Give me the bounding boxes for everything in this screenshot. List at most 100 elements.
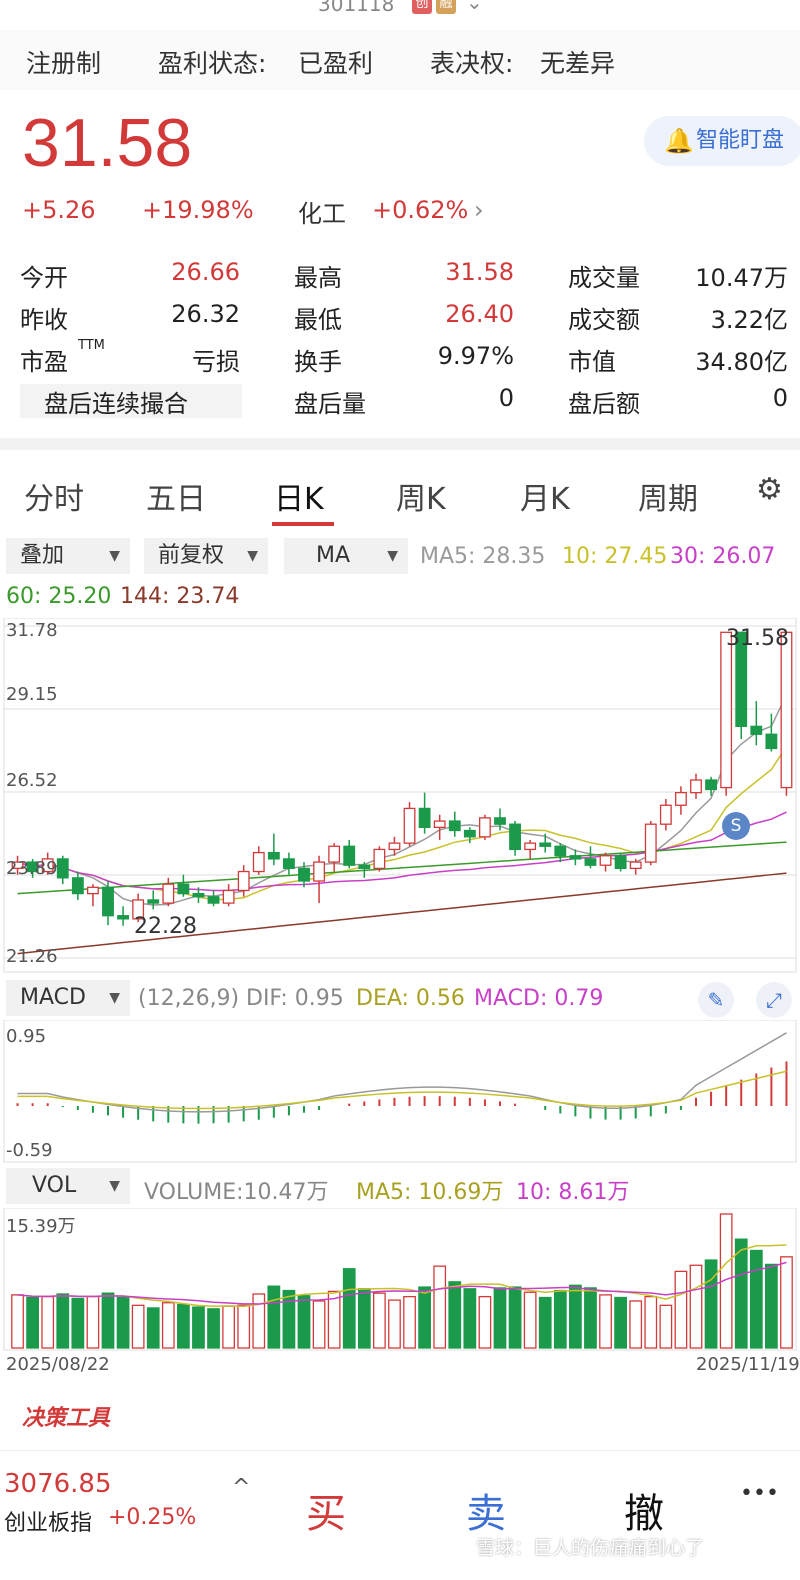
index-name[interactable]: 创业板指 bbox=[4, 1511, 93, 1536]
candle-body bbox=[750, 725, 763, 735]
candle-body bbox=[599, 855, 612, 866]
cancel-order-button[interactable]: 撤 bbox=[624, 1491, 664, 1537]
candle-body bbox=[418, 807, 431, 828]
sell-button[interactable]: 卖 bbox=[466, 1491, 506, 1537]
stat-value: 0 bbox=[498, 384, 514, 412]
price-change: +5.26 bbox=[22, 196, 96, 224]
candle-body bbox=[56, 858, 69, 879]
macd-select[interactable]: MACD ▼ bbox=[6, 980, 130, 1016]
stat-label: 最高 bbox=[294, 264, 342, 292]
dropdown-arrow-icon: ▼ bbox=[109, 548, 120, 564]
candle-body bbox=[298, 867, 310, 882]
stat-value: 亏损 bbox=[192, 348, 240, 376]
stat-value: 34.80亿 bbox=[695, 348, 788, 376]
volume-bar bbox=[765, 1263, 778, 1349]
vol-ma5-line bbox=[17, 1244, 787, 1308]
indicator-select[interactable]: MA ▼ bbox=[284, 538, 408, 574]
tab-intraday[interactable]: 分时 bbox=[24, 482, 84, 517]
volume-bar bbox=[71, 1297, 85, 1349]
tab-daily-k[interactable]: 日K bbox=[274, 482, 324, 517]
bottom-toolbar: 3076.85 创业板指 +0.25% ^ 买 卖 撤 ••• 雪球：巨人的伤痛… bbox=[0, 1450, 800, 1580]
tab-five-day[interactable]: 五日 bbox=[146, 482, 206, 517]
candlestick-chart[interactable] bbox=[0, 618, 800, 978]
candle-body bbox=[267, 851, 280, 860]
bell-icon: 🔔 bbox=[664, 127, 694, 155]
overlay-select[interactable]: 叠加 ▼ bbox=[6, 538, 130, 574]
start-date: 2025/08/22 bbox=[6, 1354, 110, 1375]
volume-value: VOLUME:10.47万 bbox=[144, 1180, 329, 1205]
buy-button[interactable]: 买 bbox=[306, 1491, 346, 1537]
volume-bar bbox=[282, 1289, 296, 1349]
ma60-value: 60: 25.20 bbox=[6, 584, 112, 609]
ma144-line bbox=[17, 872, 787, 955]
volume-bar bbox=[327, 1290, 341, 1349]
stat-label: 今开 bbox=[20, 264, 68, 292]
tab-period[interactable]: 周期 bbox=[638, 482, 698, 517]
volume-bar bbox=[177, 1303, 190, 1349]
edit-icon[interactable]: ✎ bbox=[698, 982, 734, 1018]
volume-bar bbox=[734, 1238, 748, 1349]
volume-bar bbox=[780, 1256, 793, 1349]
more-icon[interactable]: ••• bbox=[740, 1481, 779, 1506]
chevron-right-icon[interactable]: › bbox=[474, 196, 484, 224]
candle-body bbox=[388, 842, 401, 851]
candle-body bbox=[102, 886, 114, 917]
k-axis-4: 23.89 bbox=[6, 858, 58, 879]
volume-bar bbox=[584, 1287, 597, 1349]
sector-name[interactable]: 化工 bbox=[298, 200, 346, 228]
macd-axis-top: 0.95 bbox=[6, 1026, 47, 1047]
active-tab-indicator bbox=[272, 522, 334, 526]
candle-body bbox=[252, 851, 265, 873]
volume-bar bbox=[297, 1295, 311, 1349]
stat-value: 26.66 bbox=[171, 258, 240, 286]
sector-pct[interactable]: +0.62% bbox=[372, 196, 469, 224]
smart-watch-button[interactable]: 🔔 智能盯盘 bbox=[644, 116, 800, 166]
candle-body bbox=[117, 915, 130, 920]
volume-bar bbox=[222, 1305, 235, 1349]
chevron-down-icon[interactable]: ⌄ bbox=[466, 0, 483, 14]
volume-bar bbox=[538, 1296, 552, 1349]
overlay-select-label: 叠加 bbox=[20, 543, 65, 568]
volume-bar bbox=[523, 1291, 537, 1349]
chart-frame bbox=[3, 1020, 797, 1163]
gem-tag: 创 bbox=[412, 0, 432, 14]
volume-chart bbox=[3, 1208, 797, 1351]
k-axis-bottom: 21.26 bbox=[6, 946, 58, 967]
candle-body bbox=[162, 883, 175, 904]
k-axis-top: 31.78 bbox=[6, 620, 58, 641]
after-hours-label-bg bbox=[20, 384, 242, 418]
candle-body bbox=[177, 883, 190, 895]
candle-body bbox=[26, 861, 39, 873]
vol-ma10-value: 10: 8.61万 bbox=[516, 1180, 630, 1205]
candle-body bbox=[358, 864, 371, 870]
candle-body bbox=[690, 779, 702, 794]
candle-body bbox=[735, 631, 748, 728]
volume-bar bbox=[26, 1296, 39, 1349]
volume-bar bbox=[659, 1304, 673, 1349]
vol-select[interactable]: VOL ▼ bbox=[6, 1168, 130, 1204]
volume-bar bbox=[553, 1289, 567, 1349]
sell-signal-marker[interactable]: S bbox=[722, 812, 750, 840]
volume-bar bbox=[508, 1286, 522, 1349]
tab-monthly-k[interactable]: 月K bbox=[520, 482, 570, 517]
adjust-select[interactable]: 前复权 ▼ bbox=[144, 538, 268, 574]
stat-label: 盘后额 bbox=[568, 390, 640, 418]
candle-body bbox=[313, 861, 326, 882]
candle-body bbox=[584, 858, 597, 866]
index-value[interactable]: 3076.85 bbox=[4, 1469, 112, 1499]
expand-icon[interactable]: ⤢ bbox=[756, 982, 792, 1018]
candle-body bbox=[554, 845, 567, 857]
volume-bar bbox=[373, 1292, 386, 1349]
chevron-up-icon[interactable]: ^ bbox=[232, 1475, 251, 1500]
tab-weekly-k[interactable]: 周K bbox=[396, 482, 446, 517]
ma-line bbox=[17, 694, 788, 906]
candle-body bbox=[494, 817, 506, 825]
volume-bar bbox=[41, 1295, 55, 1349]
candle-body bbox=[569, 855, 582, 860]
candle-body bbox=[207, 896, 220, 904]
volume-bar bbox=[101, 1292, 115, 1349]
decision-tools-title: 决策工具 bbox=[22, 1406, 111, 1431]
vote-value: 无差异 bbox=[540, 49, 616, 78]
stock-code: 301118 bbox=[318, 0, 395, 16]
settings-icon[interactable]: ⚙ bbox=[756, 472, 783, 507]
